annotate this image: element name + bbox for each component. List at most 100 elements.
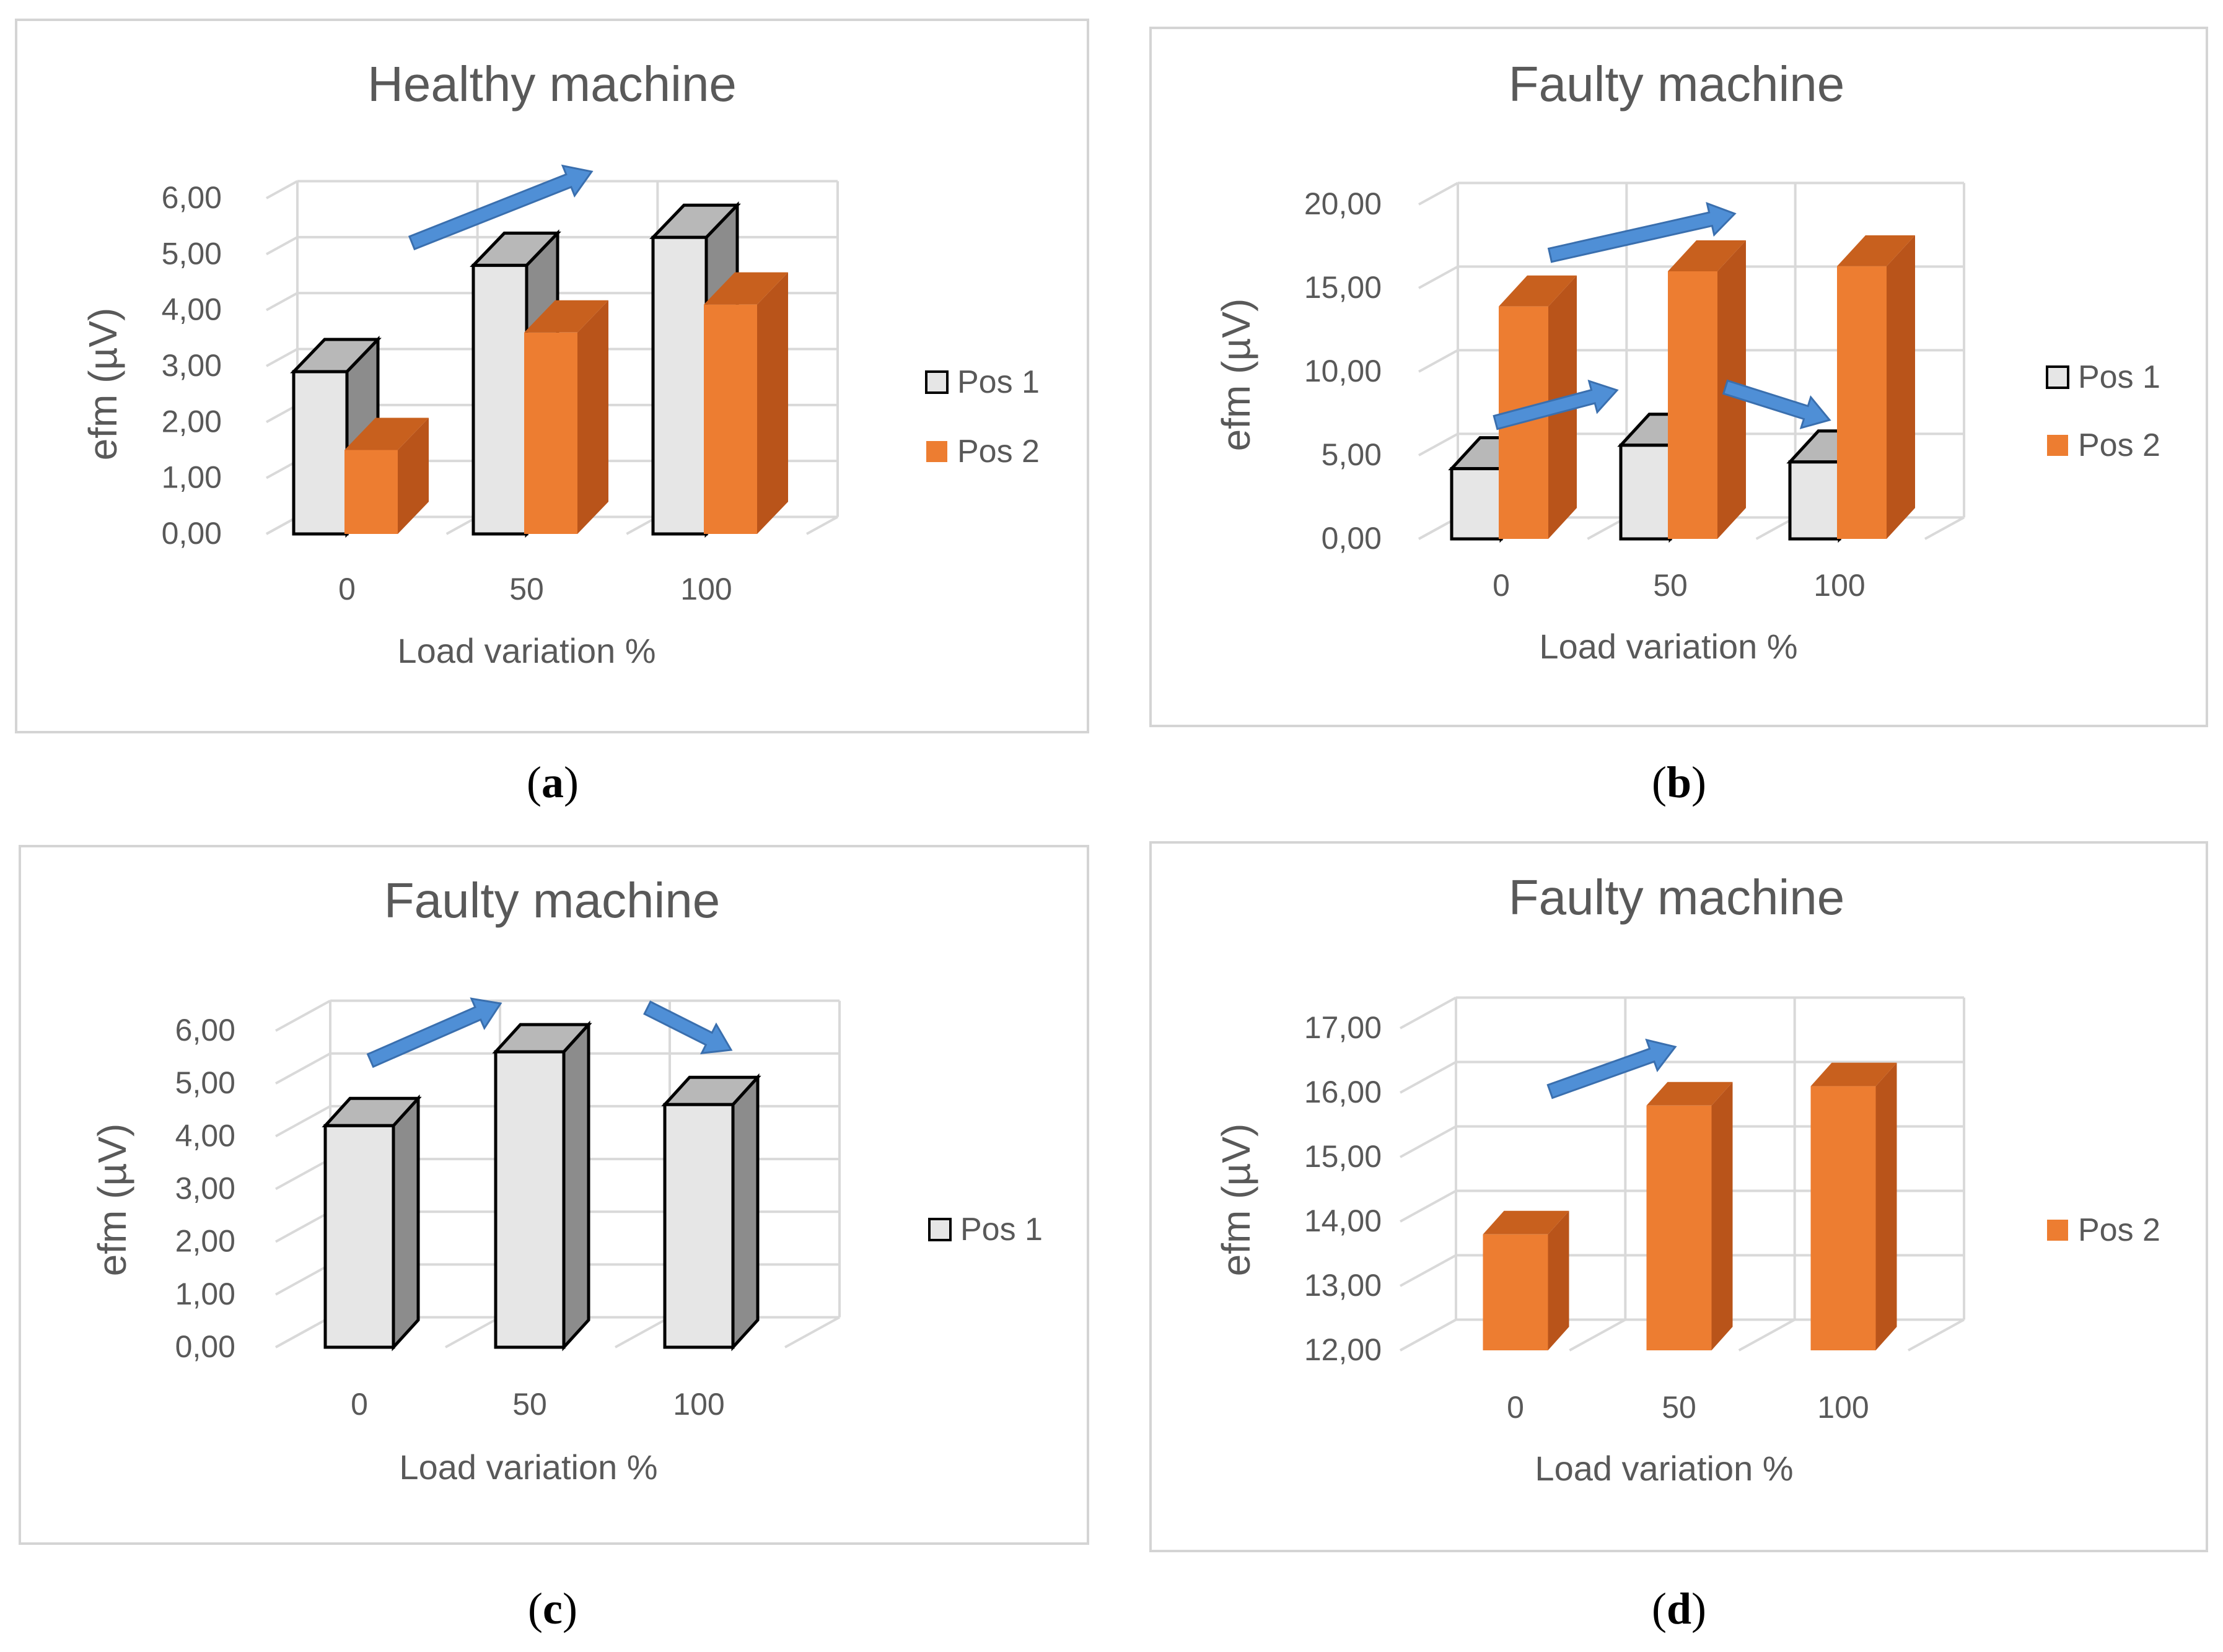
chart3-floor-line — [1569, 1318, 1626, 1352]
chart0-grid-diag — [266, 180, 298, 199]
chart0-ytick: 1,00 — [162, 460, 222, 495]
chart2-xtick: 50 — [512, 1387, 547, 1422]
chart3-legend-swatch-0 — [2047, 1220, 2068, 1241]
chart3-grid-diag — [1400, 1060, 1457, 1094]
chart2-ytick: 0,00 — [175, 1329, 235, 1364]
chart1-grid-diag — [1418, 265, 1458, 289]
chart1-legend-label-1: Pos 2 — [2078, 427, 2160, 463]
chart1-bar-pos2-100-top — [1837, 235, 1915, 266]
chart2-floor-line — [275, 1316, 331, 1348]
chart1-trend-arrow-2 — [1722, 379, 1831, 429]
chart1-ytick: 5,00 — [1322, 437, 1382, 472]
chart3-ytick: 12,00 — [1304, 1332, 1382, 1367]
chart3-bar-pos2-0-side — [1548, 1210, 1569, 1350]
chart1-xtick: 50 — [1653, 568, 1688, 603]
chart1-legend-swatch-1 — [2047, 435, 2068, 456]
chart1-bar-pos2-50-front — [1668, 271, 1717, 539]
chart1-bar-pos2-50-top — [1668, 240, 1746, 271]
chart2-bar-pos1-0-front — [323, 1124, 395, 1349]
panel-label-d: (d) — [1651, 1584, 1706, 1633]
chart3-grid-diag — [1400, 996, 1457, 1029]
chart2-xtick: 0 — [351, 1387, 368, 1422]
chart0-legend-swatch-0 — [925, 370, 949, 394]
chart1-legend-label-0: Pos 1 — [2078, 359, 2160, 395]
chart1-bar-pos2-100 — [1837, 235, 1915, 539]
chart3-xlabel: Load variation % — [1535, 1449, 1793, 1488]
chart3-bar-pos2-100-top — [1810, 1062, 1897, 1086]
chart0-grid-diag — [266, 236, 298, 256]
chart2-trend-arrow-1 — [643, 1000, 733, 1054]
chart2-grid-diag — [275, 1210, 331, 1243]
chart0-bar-pos2-0-front — [344, 450, 398, 534]
chart2-legend-label-0: Pos 1 — [960, 1212, 1043, 1248]
chart0-ytick: 5,00 — [162, 236, 222, 271]
chart3-xtick: 100 — [1817, 1390, 1869, 1425]
chart1-trend-arrow-0 — [1547, 202, 1737, 263]
chart2-ytick: 5,00 — [175, 1065, 235, 1100]
chart0-bar-pos2-100-side — [757, 272, 788, 534]
chart1-title: Faulty machine — [1509, 56, 1844, 111]
chart0-ytick: 0,00 — [162, 516, 222, 551]
chart1-ytick: 20,00 — [1304, 186, 1382, 221]
chart3-title: Faulty machine — [1509, 870, 1844, 925]
chart2-bar-pos1-50 — [492, 1020, 592, 1352]
chart3-ytick: 16,00 — [1304, 1075, 1382, 1109]
chart2-bar-pos1-100 — [661, 1073, 761, 1352]
chart3-floor-line — [1738, 1318, 1796, 1352]
chart3-ylabel: efm (µV) — [1214, 1124, 1258, 1277]
chart3-legend-label-0: Pos 2 — [2078, 1212, 2160, 1248]
chart2-ytick: 1,00 — [175, 1277, 235, 1311]
chart1-bar-pos2-100-side — [1887, 235, 1915, 539]
chart2-bar-pos1-50-front — [494, 1050, 566, 1349]
chart2-title: Faulty machine — [384, 873, 720, 928]
chart0-bar-pos2-0-side — [398, 417, 429, 534]
chart0-ytick: 6,00 — [162, 180, 222, 215]
chart3-xtick: 0 — [1507, 1390, 1524, 1425]
chart2-floor-line — [445, 1316, 501, 1348]
chart0-bar-pos1-100-front — [651, 235, 708, 536]
chart3-grid-diag — [1400, 1125, 1457, 1158]
chart0-grid-diag — [266, 347, 298, 367]
chart3-xtick: 50 — [1662, 1390, 1696, 1425]
chart0-xtick: 0 — [338, 572, 356, 606]
chart3-bar-pos2-50-side — [1711, 1082, 1733, 1350]
chart1-grid-diag — [1418, 349, 1458, 373]
chart1-grid-diag — [1418, 181, 1458, 206]
chart0-trend-arrow-0 — [408, 164, 594, 251]
chart1-floor-line — [1924, 516, 1965, 540]
chart3-bar-pos2-50-top — [1646, 1082, 1733, 1106]
chart0-legend-label-0: Pos 1 — [957, 364, 1040, 400]
chart0-bar-pos2-100-top — [704, 272, 788, 305]
chart0-legend-swatch-1 — [926, 441, 947, 462]
chart3-floor-line — [1400, 1318, 1457, 1352]
chart1-trend-arrow-1 — [1493, 379, 1619, 430]
chart1-bar-pos2-0-top — [1499, 275, 1577, 307]
chart0-bar-pos2-0-top — [344, 417, 429, 450]
chart3-ytick: 14,00 — [1304, 1204, 1382, 1238]
chart0-bar-pos1-50-front — [471, 263, 528, 536]
chart1-ytick: 10,00 — [1304, 354, 1382, 388]
chart1-bar-pos1-0-front — [1450, 467, 1503, 541]
chart2-ytick: 6,00 — [175, 1013, 235, 1047]
chart2-ylabel: efm (µV) — [90, 1124, 134, 1277]
chart2-grid-diag — [275, 1158, 331, 1191]
chart0-ytick: 4,00 — [162, 292, 222, 327]
chart3-floor-line — [1908, 1318, 1965, 1352]
chart0-bar-pos2-50-side — [577, 300, 608, 534]
chart3-bar-pos2-100-front — [1810, 1086, 1876, 1350]
chart0-ylabel: efm (µV) — [81, 308, 125, 461]
chart0-bar-pos2-100 — [704, 272, 788, 534]
chart2-xlabel: Load variation % — [399, 1448, 657, 1487]
chart2-ytick: 3,00 — [175, 1171, 235, 1206]
chart3-bar-pos2-0-front — [1483, 1234, 1548, 1350]
chart0-bar-pos2-100-front — [704, 304, 757, 534]
chart0-xtick: 100 — [680, 572, 732, 606]
chart0-legend-label-1: Pos 2 — [957, 434, 1040, 470]
chart2-grid-diag — [275, 1263, 331, 1296]
chart2-xtick: 100 — [673, 1387, 724, 1422]
chart3-bar-pos2-0 — [1483, 1210, 1569, 1350]
chart0-bar-pos1-0-front — [292, 370, 349, 536]
